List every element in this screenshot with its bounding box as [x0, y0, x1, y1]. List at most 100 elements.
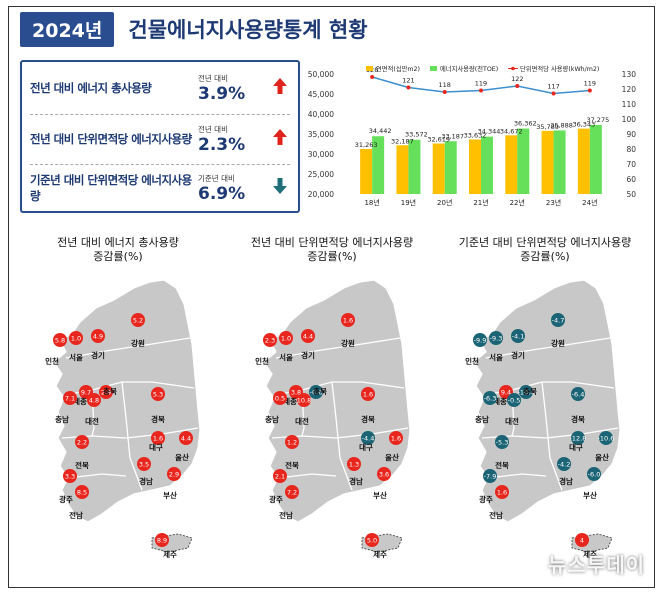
legend-label: 에너지사용량(천TOE) — [440, 64, 498, 73]
region-label: 인천 — [255, 356, 269, 366]
bar-label-area: 35,789 — [536, 123, 559, 131]
value-marker — [263, 333, 277, 347]
value-label: -12.8 — [570, 435, 587, 443]
map-title-3: 기준년 대비 단위면적당 에너지사용량 증감률(%) — [440, 236, 650, 264]
value-label: -5.3 — [496, 439, 509, 447]
summary-row-unit-energy-base: 기준년 대비 단위면적당 에너지사용량 기준년 대비 6.9% — [30, 166, 290, 210]
x-tick-label: 24년 — [582, 198, 597, 207]
value-label: -7.9 — [484, 473, 497, 481]
y-tick-left: 45,000 — [308, 90, 334, 99]
value-label: 9.4 — [501, 389, 511, 397]
value-label: 8.9 — [157, 537, 167, 545]
legend-label: 연면적(십만m2) — [376, 64, 420, 73]
value-marker — [75, 485, 89, 499]
y-tick-right: 110 — [622, 100, 637, 109]
map-title-line: 증감률(%) — [307, 250, 357, 263]
value-label: 2.9 — [101, 389, 111, 397]
region-label: 세종 — [73, 396, 87, 406]
line-point — [515, 84, 520, 88]
line-label: 119 — [584, 80, 596, 88]
summary-value: 3.9% — [198, 83, 246, 104]
region-label: 울산 — [175, 452, 189, 462]
value-label: 5.2 — [133, 317, 143, 325]
region-label: 대전 — [295, 416, 309, 426]
bar-energy — [553, 130, 566, 194]
bar-label-energy: 33,187 — [441, 132, 464, 140]
value-marker — [587, 467, 601, 481]
value-label: 1.6 — [153, 435, 163, 443]
x-tick-label: 18년 — [364, 198, 379, 207]
region-label: 대전 — [505, 416, 519, 426]
value-label: -6.4 — [572, 391, 585, 399]
province-border — [487, 473, 547, 479]
value-marker — [377, 467, 391, 481]
summary-label: 전년 대비 에너지 총사용량 — [30, 81, 152, 95]
bar-label-energy: 33,572 — [405, 131, 428, 139]
bar-area — [360, 148, 373, 194]
bar-area — [396, 145, 409, 194]
value-marker — [167, 467, 181, 481]
value-label: 5.0 — [367, 537, 377, 545]
korea-map-unit-energy-base: -9.9 인천 -9.3 서울 -4.1 경기 -4.7 강원 9.4세종 -10.4충북 -6.3… — [465, 279, 621, 559]
value-marker — [389, 431, 403, 445]
region-label: 전남 — [489, 510, 503, 520]
region-label: 충남 — [475, 414, 489, 424]
region-label: 충북 — [103, 386, 117, 396]
region-label: 경남 — [349, 476, 363, 486]
value-label: 1.6 — [497, 489, 507, 497]
legend-label: 단위면적당 사용량(kWh/m2) — [520, 64, 599, 73]
y-tick-right: 120 — [622, 85, 637, 94]
value-label: 4.4 — [303, 333, 313, 341]
summary-row-total-energy: 전년 대비 에너지 총사용량 전년 대비 3.9% — [30, 66, 290, 110]
value-label: -9.9 — [474, 337, 487, 345]
region-label: 부산 — [373, 490, 387, 500]
bar-energy — [372, 136, 385, 194]
divider — [30, 164, 290, 165]
line-label: 117 — [547, 83, 559, 91]
map-title-line: 전년 대비 단위면적당 에너지사용량 — [250, 236, 414, 249]
y-tick-left: 30,000 — [308, 150, 334, 159]
line-point — [479, 88, 483, 93]
y-tick-right: 60 — [626, 175, 636, 184]
y-tick-right: 80 — [626, 145, 636, 154]
arrow-up-icon — [270, 78, 290, 98]
value-marker — [495, 485, 509, 499]
value-marker — [131, 313, 145, 327]
value-marker — [297, 393, 311, 407]
y-tick-left: 40,000 — [308, 110, 334, 119]
region-label: 강원 — [551, 338, 565, 348]
line-point — [551, 91, 556, 96]
line-label: 119 — [475, 80, 487, 88]
header: 2024년 건물에너지사용량통계 현황 — [20, 11, 368, 47]
divider — [30, 114, 290, 115]
value-label: -0.5 — [508, 397, 521, 405]
y-tick-left: 35,000 — [308, 130, 334, 139]
bar-area — [505, 135, 518, 194]
bar-area — [469, 139, 481, 194]
value-marker — [361, 431, 375, 445]
chart-svg: 50,000 45,000 40,000 35,000 30,000 25,000 20,0… — [308, 64, 637, 207]
value-marker — [489, 331, 503, 345]
y-tick-right: 90 — [626, 130, 636, 139]
value-marker — [155, 533, 169, 547]
bar-label-area: 36,343 — [572, 121, 595, 129]
region-label: 대구 — [359, 442, 373, 452]
value-label: -4.1 — [512, 333, 525, 341]
value-marker — [599, 431, 613, 445]
value-marker — [551, 313, 565, 327]
line-point — [587, 88, 592, 93]
bar-label-energy: 37,275 — [586, 116, 609, 124]
region-label: 충남 — [265, 414, 279, 424]
value-label: 5.3 — [153, 391, 163, 399]
x-tick-label: 20년 — [437, 198, 452, 207]
map-title-line: 증감률(%) — [520, 250, 570, 263]
value-marker — [309, 385, 323, 399]
value-marker — [575, 533, 589, 547]
region-label: 제주 — [373, 549, 387, 559]
value-marker — [361, 387, 375, 401]
value-label: 1.0 — [281, 335, 291, 343]
region-label: 충남 — [55, 414, 69, 424]
arrow-up-icon — [270, 129, 290, 149]
value-label: 1.6 — [363, 391, 373, 399]
y-tick-left: 25,000 — [308, 170, 334, 179]
